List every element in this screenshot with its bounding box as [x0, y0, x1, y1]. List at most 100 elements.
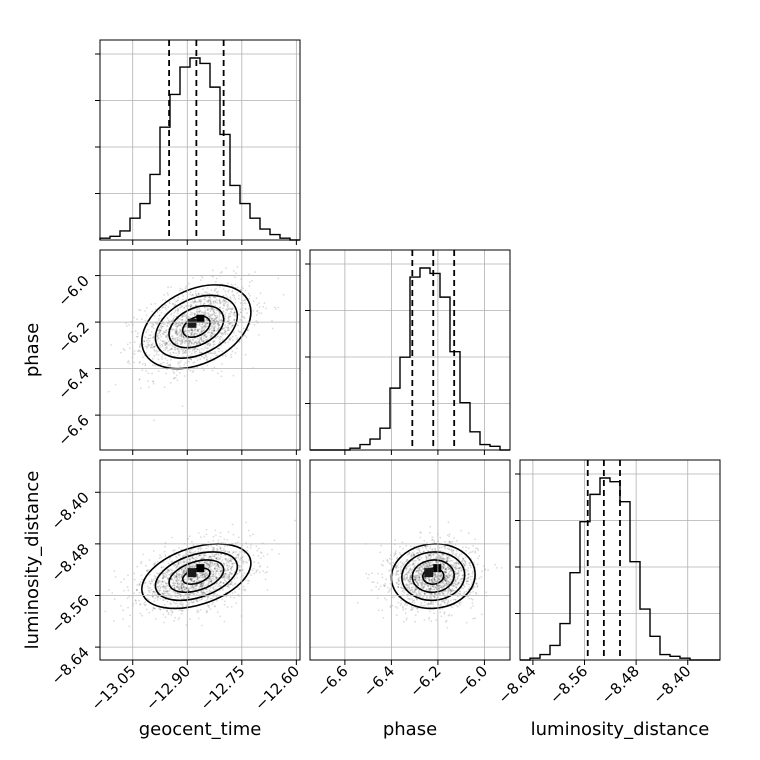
sample-point [220, 297, 223, 300]
sample-point [196, 591, 199, 594]
sample-point [176, 573, 178, 576]
sample-point [420, 590, 423, 593]
sample-point [194, 565, 197, 568]
sample-point [404, 579, 406, 581]
sample-point [185, 559, 188, 561]
sample-point [144, 345, 147, 348]
sample-point [174, 574, 177, 577]
sample-point [190, 328, 193, 331]
sample-point [212, 313, 215, 315]
sample-point [156, 599, 159, 601]
sample-point [405, 583, 408, 585]
sample-point [162, 590, 165, 593]
sample-point [232, 339, 234, 342]
sample-point [434, 586, 437, 589]
sample-point [223, 575, 225, 578]
sample-point [425, 588, 428, 591]
sample-point [428, 603, 431, 605]
sample-point [215, 576, 218, 579]
sample-point [230, 326, 233, 328]
sample-point [443, 593, 445, 595]
sample-point [206, 331, 209, 334]
sample-point [133, 592, 136, 594]
sample-point [202, 556, 205, 559]
sample-point [230, 573, 233, 575]
sample-point [210, 319, 213, 321]
sample-point [438, 554, 440, 557]
sample-point [233, 577, 236, 580]
sample-point [238, 570, 241, 573]
sample-point [472, 550, 474, 553]
sample-point [439, 556, 441, 559]
sample-point [409, 580, 411, 583]
sample-point [432, 581, 435, 584]
sample-point [211, 325, 214, 327]
sample-point [420, 557, 423, 559]
sample-point [152, 382, 155, 385]
sample-point [212, 588, 215, 591]
sample-point [432, 552, 435, 555]
sample-point [244, 353, 247, 356]
sample-point [252, 310, 255, 312]
sample-point [170, 348, 172, 350]
sample-point [201, 340, 204, 342]
sample-point [139, 350, 142, 353]
sample-point [217, 327, 220, 330]
sample-point [455, 563, 458, 565]
sample-point [232, 551, 235, 553]
sample-point [231, 581, 233, 583]
sample-point [409, 545, 412, 547]
sample-point [213, 575, 216, 578]
sample-point [435, 586, 437, 588]
sample-point [455, 550, 458, 552]
sample-point [150, 580, 153, 583]
sample-point [190, 565, 193, 567]
sample-point [185, 352, 188, 354]
sample-point [178, 350, 181, 353]
sample-point [430, 593, 432, 596]
sample-point [212, 340, 215, 343]
sample-point [224, 550, 226, 552]
sample-point [199, 585, 201, 588]
sample-point [229, 339, 231, 341]
sample-point [234, 315, 237, 317]
sample-point [229, 572, 231, 575]
sample-point [196, 312, 199, 315]
sample-point [168, 593, 171, 596]
sample-point [481, 570, 483, 573]
sample-point [413, 588, 416, 590]
sample-point [183, 569, 186, 571]
sample-point [407, 571, 410, 574]
sample-point [148, 344, 151, 346]
sample-point [184, 554, 187, 557]
sample-point [217, 347, 219, 350]
sample-point [452, 574, 454, 577]
sample-point [224, 299, 226, 302]
sample-point [460, 580, 463, 583]
sample-point [425, 545, 427, 548]
sample-point [160, 325, 163, 328]
sample-point [485, 591, 488, 594]
sample-point [196, 329, 199, 332]
sample-point [233, 318, 236, 321]
sample-point [450, 569, 453, 572]
sample-point [110, 344, 112, 346]
sample-point [189, 340, 191, 343]
sample-point [430, 597, 433, 600]
sample-point [205, 319, 207, 322]
sample-point [183, 342, 186, 345]
sample-point [199, 561, 202, 564]
sample-point [194, 290, 197, 293]
sample-point [242, 585, 245, 588]
sample-point [203, 357, 206, 359]
sample-point [189, 578, 192, 580]
sample-point [409, 578, 412, 581]
sample-point [191, 555, 194, 558]
sample-point [194, 350, 196, 353]
sample-point [183, 337, 185, 340]
sample-point [184, 568, 187, 570]
sample-point [190, 358, 193, 361]
sample-point [204, 584, 207, 586]
sample-point [178, 573, 181, 576]
sample-point [150, 325, 153, 328]
